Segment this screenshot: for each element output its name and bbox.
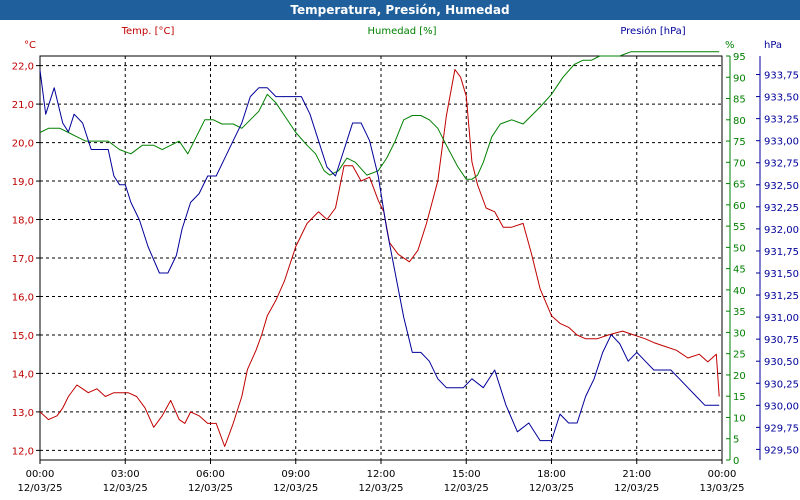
pressure-tick-label: 929,75 [764, 423, 799, 434]
pressure-unit-label: hPa [764, 40, 782, 51]
x-tick-label-date: 12/03/25 [18, 483, 63, 494]
humidity-tick-label: 20 [733, 371, 746, 382]
pressure-tick-label: 933,25 [764, 115, 799, 126]
x-tick-label-time: 09:00 [281, 469, 310, 480]
temp-tick-label: 18,0 [12, 216, 34, 227]
x-tick-label-date: 12/03/25 [273, 483, 318, 494]
humidity-tick-label: 70 [733, 158, 746, 169]
temp-unit-label: °C [24, 40, 36, 51]
temp-tick-label: 13,0 [12, 408, 34, 419]
humidity-tick-label: 95 [733, 52, 746, 63]
humidity-series-line [39, 51, 720, 180]
humidity-tick-label: 35 [733, 307, 746, 318]
pressure-tick-label: 931,00 [764, 313, 799, 324]
humidity-tick-label: 0 [733, 456, 739, 467]
humidity-tick-label: 40 [733, 286, 746, 297]
axes-ticks: 12,0 13,0 14,0 15,0 16,0 17,0 18,0 19,0 20,0 21,0… [12, 52, 799, 494]
humidity-tick-label: 50 [733, 243, 746, 254]
x-tick-label-time: 06:00 [196, 469, 225, 480]
chart-title: Temperatura, Presión, Humedad [290, 3, 510, 17]
legend-pressure: Presión [hPa] [620, 25, 685, 37]
x-tick-label-time: 15:00 [452, 469, 481, 480]
pressure-tick-label: 929,50 [764, 445, 799, 456]
x-tick-label-date: 12/03/25 [529, 483, 574, 494]
humidity-tick-label: 75 [733, 137, 746, 148]
pressure-tick-label: 932,00 [764, 225, 799, 236]
x-tick-label-time: 00:00 [26, 469, 55, 480]
x-tick-label-time: 18:00 [537, 469, 566, 480]
pressure-tick-label: 932,25 [764, 203, 799, 214]
chart-title-bar: Temperatura, Presión, Humedad [0, 0, 800, 20]
humidity-unit-label: % [725, 40, 735, 51]
series-lines [39, 51, 720, 447]
humidity-tick-label: 55 [733, 222, 746, 233]
pressure-tick-label: 933,75 [764, 71, 799, 82]
pressure-tick-label: 933,00 [764, 137, 799, 148]
humidity-tick-label: 65 [733, 180, 746, 191]
pressure-tick-label: 930,00 [764, 401, 799, 412]
pressure-tick-label: 930,50 [764, 357, 799, 368]
pressure-tick-label: 930,25 [764, 379, 799, 390]
x-tick-label-date: 12/03/25 [359, 483, 404, 494]
temp-tick-label: 12,0 [12, 446, 34, 457]
humidity-tick-label: 80 [733, 116, 746, 127]
legend-temperature: Temp. [°C] [121, 26, 175, 37]
axis-labels: °C% hPa Temp. [°C] Humedad [%] Presión [hPa] [24, 25, 782, 51]
pressure-tick-label: 931,50 [764, 269, 799, 280]
pressure-tick-label: 933,50 [764, 93, 799, 104]
legend-humidity: Humedad [%] [367, 26, 436, 37]
humidity-tick-label: 90 [733, 73, 746, 84]
pressure-tick-label: 931,75 [764, 247, 799, 258]
grid-lines [39, 56, 723, 460]
x-tick-label-date: 12/03/25 [188, 483, 233, 494]
x-tick-label-time: 03:00 [111, 469, 140, 480]
humidity-tick-label: 25 [733, 350, 746, 361]
temp-tick-label: 19,0 [12, 177, 34, 188]
temperature-series-line [39, 69, 720, 447]
x-tick-label-time: 12:00 [367, 469, 396, 480]
pressure-tick-label: 930,75 [764, 335, 799, 346]
temp-tick-label: 16,0 [12, 292, 34, 303]
humidity-tick-label: 10 [733, 413, 746, 424]
pressure-tick-label: 932,50 [764, 181, 799, 192]
temp-tick-label: 22,0 [12, 62, 34, 73]
chart-area: 12,0 13,0 14,0 15,0 16,0 17,0 18,0 19,0 20,0 21,0… [12, 25, 799, 494]
x-tick-label-date: 13/03/25 [700, 483, 745, 494]
humidity-tick-label: 60 [733, 201, 746, 212]
humidity-tick-label: 5 [733, 435, 739, 446]
humidity-tick-label: 15 [733, 392, 746, 403]
x-tick-label-time: 21:00 [622, 469, 651, 480]
pressure-tick-label: 932,75 [764, 159, 799, 170]
x-tick-label-date: 12/03/25 [103, 483, 148, 494]
humidity-tick-label: 85 [733, 95, 746, 106]
temp-tick-label: 21,0 [12, 100, 34, 111]
pressure-tick-label: 931,25 [764, 291, 799, 302]
temp-tick-label: 20,0 [12, 139, 34, 150]
temp-tick-label: 15,0 [12, 331, 34, 342]
humidity-tick-label: 30 [733, 328, 746, 339]
x-tick-label-time: 00:00 [708, 469, 737, 480]
x-tick-label-date: 12/03/25 [444, 483, 489, 494]
humidity-tick-label: 45 [733, 265, 746, 276]
temp-tick-label: 17,0 [12, 254, 34, 265]
temp-tick-label: 14,0 [12, 369, 34, 380]
pressure-series-line [39, 70, 720, 442]
x-tick-label-date: 12/03/25 [614, 483, 659, 494]
